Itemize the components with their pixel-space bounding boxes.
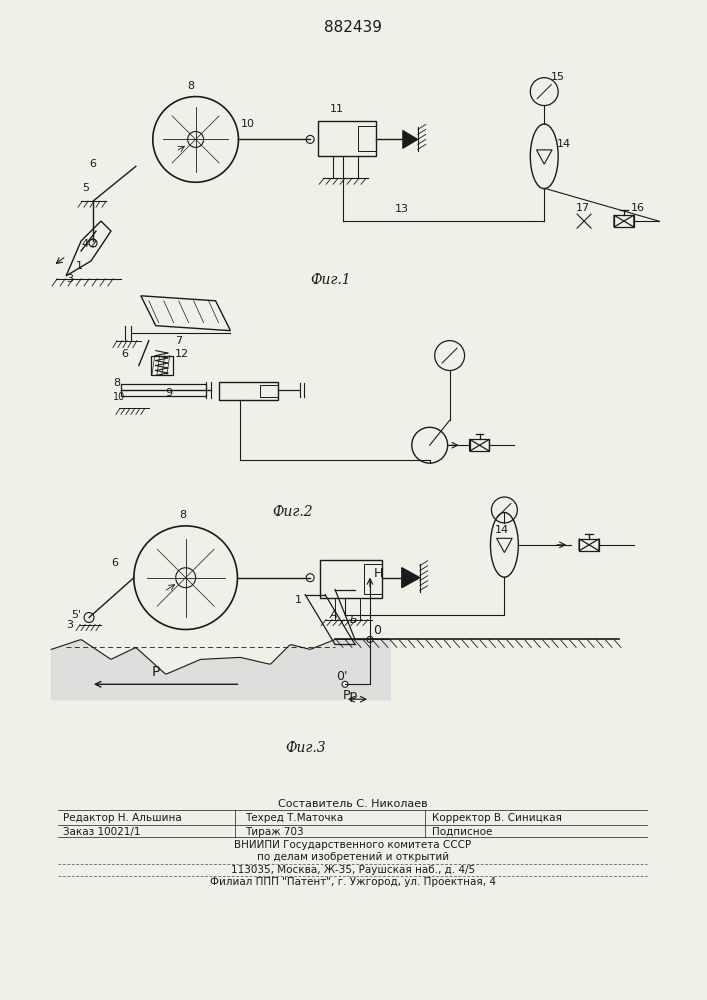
Text: ВНИИПИ Государственного комитета СССР: ВНИИПИ Государственного комитета СССР bbox=[235, 840, 472, 850]
Text: 8: 8 bbox=[180, 510, 187, 520]
Text: Заказ 10021/1: Заказ 10021/1 bbox=[63, 827, 141, 837]
Text: 7: 7 bbox=[175, 336, 182, 346]
Text: Филиал ППП "Патент", г. Ужгород, ул. Проектная, 4: Филиал ППП "Патент", г. Ужгород, ул. Про… bbox=[210, 877, 496, 887]
Circle shape bbox=[367, 636, 373, 642]
Text: 4: 4 bbox=[81, 239, 88, 249]
Bar bbox=[121, 384, 206, 396]
Text: 1: 1 bbox=[296, 595, 302, 605]
Text: 6: 6 bbox=[121, 349, 128, 359]
Text: 3: 3 bbox=[66, 620, 73, 630]
Text: 3: 3 bbox=[66, 274, 73, 284]
Text: 14: 14 bbox=[557, 139, 571, 149]
Text: 0: 0 bbox=[373, 624, 381, 637]
Text: 6: 6 bbox=[111, 558, 118, 568]
Text: 16: 16 bbox=[631, 203, 645, 213]
Bar bbox=[469, 439, 489, 451]
Text: 8: 8 bbox=[113, 378, 120, 388]
Text: 5': 5' bbox=[71, 610, 81, 620]
Text: Фиг.3: Фиг.3 bbox=[285, 741, 326, 755]
Text: 1: 1 bbox=[76, 261, 83, 271]
Text: Б: Б bbox=[350, 615, 358, 625]
Text: Фиг.1: Фиг.1 bbox=[310, 273, 351, 287]
Text: 17: 17 bbox=[576, 203, 590, 213]
Text: 9: 9 bbox=[165, 388, 173, 398]
Text: 5: 5 bbox=[82, 183, 89, 193]
Bar bbox=[318, 121, 376, 156]
Text: Техред Т.Маточка: Техред Т.Маточка bbox=[245, 813, 344, 823]
Text: 15: 15 bbox=[551, 72, 565, 82]
Bar bbox=[218, 382, 279, 400]
Bar bbox=[320, 560, 382, 598]
Text: 13: 13 bbox=[395, 204, 409, 214]
Bar bbox=[614, 215, 634, 227]
Text: 10: 10 bbox=[240, 119, 255, 129]
Polygon shape bbox=[403, 130, 418, 148]
Text: 10: 10 bbox=[113, 392, 125, 402]
Text: 11: 11 bbox=[330, 104, 344, 114]
Bar bbox=[358, 126, 376, 151]
Text: 882439: 882439 bbox=[324, 20, 382, 35]
Text: 14: 14 bbox=[494, 525, 508, 535]
Text: по делам изобретений и открытий: по делам изобретений и открытий bbox=[257, 852, 449, 862]
Circle shape bbox=[342, 681, 348, 687]
Text: 0': 0' bbox=[336, 670, 348, 683]
Text: Корректор В. Синицкая: Корректор В. Синицкая bbox=[432, 813, 561, 823]
Text: Редактор Н. Альшина: Редактор Н. Альшина bbox=[63, 813, 182, 823]
Text: H: H bbox=[374, 567, 383, 580]
Text: 2: 2 bbox=[89, 239, 96, 249]
Bar bbox=[579, 539, 599, 551]
Text: 8: 8 bbox=[187, 81, 195, 91]
Text: Составитель С. Николаев: Составитель С. Николаев bbox=[278, 799, 428, 809]
Bar bbox=[364, 564, 382, 594]
Text: А: А bbox=[330, 610, 338, 620]
Text: 12: 12 bbox=[175, 349, 189, 359]
Text: Подписное: Подписное bbox=[432, 827, 492, 837]
Bar bbox=[151, 356, 173, 375]
Text: 6: 6 bbox=[89, 159, 96, 169]
Text: Тираж 703: Тираж 703 bbox=[245, 827, 304, 837]
Bar bbox=[260, 385, 279, 397]
Text: Фиг.2: Фиг.2 bbox=[272, 505, 313, 519]
Polygon shape bbox=[402, 568, 420, 588]
Text: Рр: Рр bbox=[342, 689, 358, 702]
Text: P: P bbox=[151, 665, 160, 679]
Text: 113035, Москва, Ж-35, Раушская наб., д. 4/5: 113035, Москва, Ж-35, Раушская наб., д. … bbox=[231, 865, 475, 875]
